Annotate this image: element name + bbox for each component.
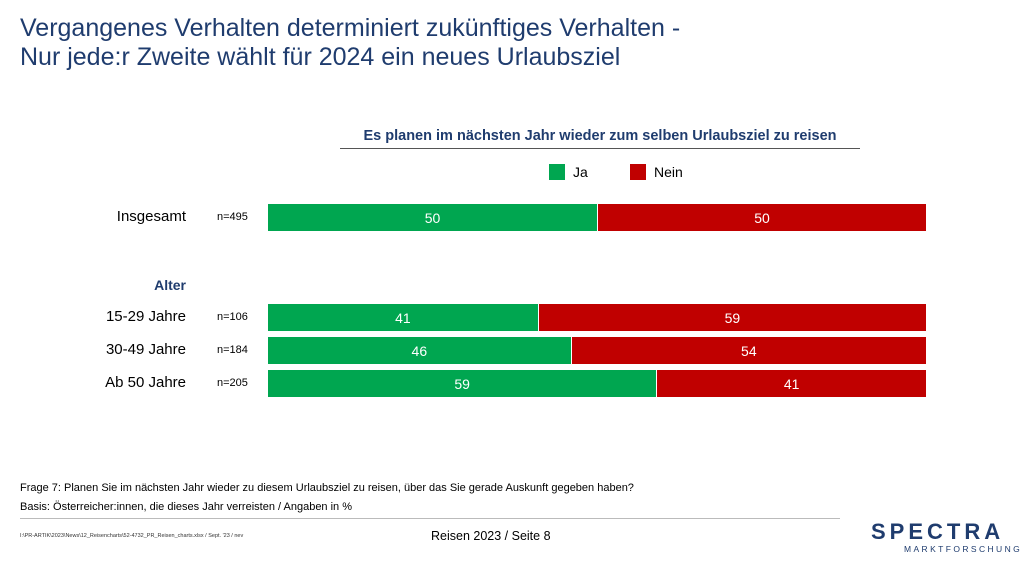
slide-title: Vergangenes Verhalten determiniert zukün… [20, 14, 680, 72]
logo-subtitle: MARKTFORSCHUNG [904, 544, 1023, 554]
bar-value-label: 50 [754, 209, 770, 226]
bar-segment-nein: 50 [597, 204, 926, 231]
legend-swatch-ja [549, 163, 565, 180]
sample-size-label: n=495 [217, 211, 248, 223]
bar-segment-nein: 59 [537, 304, 926, 331]
bar-value-label: 50 [424, 209, 441, 226]
bar-value-label: 54 [741, 342, 757, 359]
bar-segment-ja: 50 [268, 204, 597, 231]
file-path: I:\PR-ARTIK\2023\News\12_Reisencharts\52… [20, 533, 244, 539]
row-label: Insgesamt [116, 208, 186, 225]
legend-item-nein: Nein [630, 163, 683, 181]
question-footnote: Frage 7: Planen Sie im nächsten Jahr wie… [20, 482, 634, 494]
spectra-logo: SPECTRA MARKTFORSCHUNG [871, 519, 1020, 559]
sample-size-label: n=106 [217, 311, 248, 323]
bar-segment-ja: 59 [268, 370, 657, 397]
chart-title: Es planen im nächsten Jahr wieder zum se… [340, 128, 860, 149]
bar-segment-ja: 41 [268, 304, 538, 331]
sample-size-label: n=184 [217, 344, 248, 356]
row-label: Ab 50 Jahre [105, 374, 186, 391]
row-label: 15-29 Jahre [105, 308, 186, 325]
bar-value-label: 41 [395, 309, 411, 326]
logo-wordmark-text: SPECTRA [871, 519, 1005, 544]
basis-footnote: Basis: Österreicher:innen, die dieses Ja… [20, 501, 353, 513]
bar-value-label: 59 [454, 375, 470, 392]
title-line-2: Nur jede:r Zweite wählt für 2024 ein neu… [20, 43, 621, 71]
bar-value-label: 59 [724, 309, 741, 326]
logo-wordmark: SPECTRA [871, 519, 1004, 545]
bar-segment-ja: 46 [268, 337, 571, 364]
bar-segment-nein: 54 [570, 337, 926, 364]
title-line-1: Vergangenes Verhalten determiniert zukün… [20, 14, 681, 42]
bar-value-label: 46 [411, 342, 428, 359]
stacked-bar: 41 59 [268, 304, 926, 331]
legend-swatch-nein [630, 163, 646, 180]
group-label-alter: Alter [154, 277, 186, 293]
legend-label-nein: Nein [654, 163, 683, 180]
page-info: Reisen 2023 / Seite 8 [431, 529, 551, 543]
row-label: 30-49 Jahre [105, 341, 186, 358]
stacked-bar: 46 54 [268, 337, 926, 364]
stacked-bar: 59 41 [268, 370, 926, 397]
legend-label-ja: Ja [573, 163, 588, 180]
sample-size-label: n=205 [217, 377, 248, 389]
bar-value-label: 41 [783, 375, 800, 392]
footer-divider [20, 518, 840, 519]
bar-segment-nein: 41 [656, 370, 926, 397]
legend-item-ja: Ja [549, 163, 588, 181]
stacked-bar: 50 50 [268, 204, 926, 231]
